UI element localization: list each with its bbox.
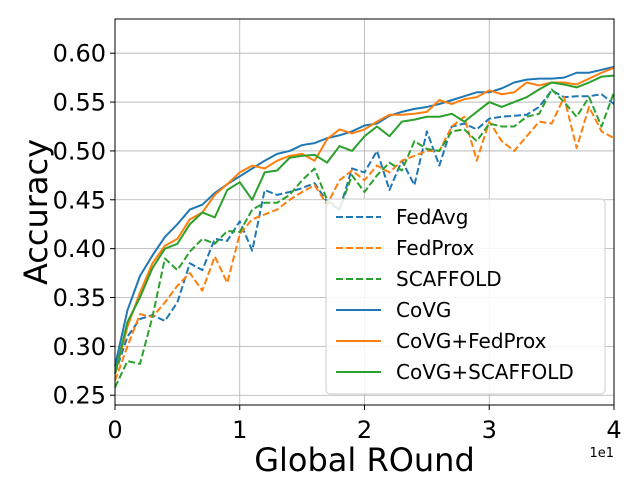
legend: FedAvg FedProx SCAFFOLD CoVG CoVG+FedProx CoV… <box>325 198 606 395</box>
legend-box <box>325 198 606 395</box>
series-line-covg-scaffold <box>114 74 615 374</box>
legend-label: CoVG+SCAFFOLD <box>396 360 574 384</box>
x-tick-label: 4 <box>606 416 621 444</box>
y-tick-label: 0.25 <box>53 382 106 410</box>
legend-label: SCAFFOLD <box>396 267 502 291</box>
legend-label: CoVG+FedProx <box>396 329 547 353</box>
x-tick-label: 0 <box>107 416 122 444</box>
legend-label: CoVG <box>396 298 451 322</box>
y-axis-label: Accuracy <box>17 139 55 285</box>
x-tick-label: 2 <box>357 416 372 444</box>
series-line-covg-fedprox <box>114 66 615 374</box>
x-tick-label: 3 <box>482 416 497 444</box>
series-line-scaffold <box>114 88 615 388</box>
y-tick-label: 0.45 <box>53 186 106 214</box>
y-tick-label: 0.40 <box>53 235 106 263</box>
y-tick-label: 0.50 <box>53 137 106 165</box>
x-offset-label: 1e1 <box>589 446 614 461</box>
axis-ticks: 0 1 2 3 4 0.25 0.30 0.35 0.40 0.45 0.50 0.55 0.60 <box>53 40 622 444</box>
series-lines <box>114 65 615 388</box>
y-tick-label: 0.30 <box>53 333 106 361</box>
y-tick-label: 0.35 <box>53 284 106 312</box>
x-axis-label: Global ROund <box>254 441 475 479</box>
y-tick-label: 0.60 <box>53 40 106 68</box>
series-line-fedprox <box>114 96 615 381</box>
legend-label: FedProx <box>396 236 475 260</box>
series-line-covg <box>114 65 615 367</box>
legend-label: FedAvg <box>396 205 468 229</box>
x-tick-label: 1 <box>232 416 247 444</box>
series-line-fedavg <box>114 89 615 375</box>
y-tick-label: 0.55 <box>53 89 106 117</box>
